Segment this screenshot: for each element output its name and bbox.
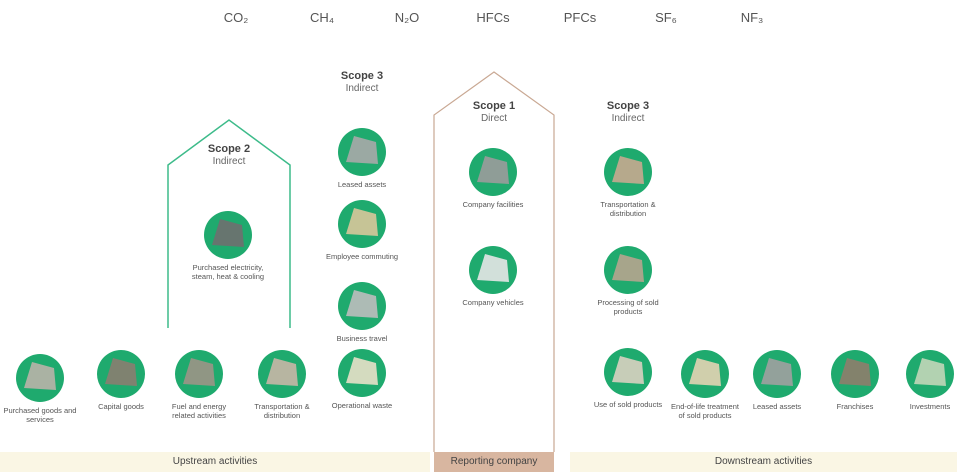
icon-image <box>477 156 509 184</box>
item-label: Leased assets <box>752 402 802 411</box>
scope-subtitle: Indirect <box>212 156 246 167</box>
icon-image <box>914 358 946 386</box>
icon-image <box>183 358 215 386</box>
icon-image <box>346 357 378 385</box>
scope-title: Scope 2 <box>207 143 251 155</box>
icon-image <box>612 356 644 384</box>
gas-label: N₂O <box>394 10 420 25</box>
icon-image <box>346 136 378 164</box>
icon-image <box>612 156 644 184</box>
item-label: Fuel and energy related activities <box>171 402 227 420</box>
item-label: Business travel <box>336 334 388 343</box>
gas-label: CH₄ <box>309 10 335 25</box>
gas-label: SF₆ <box>655 10 677 25</box>
gas-label: PFCs <box>563 10 597 25</box>
section-label: Upstream activities <box>172 456 258 467</box>
item-label: Purchased electricity, steam, heat & coo… <box>191 263 265 281</box>
downstream-bar <box>570 452 957 472</box>
icon-image <box>346 208 378 236</box>
icon-image <box>346 290 378 318</box>
item-label: Employee commuting <box>325 252 399 261</box>
item-label: Investments <box>909 402 951 411</box>
icon-image <box>477 254 509 282</box>
scope-title: Scope 3 <box>606 100 650 112</box>
item-label: Transportation & distribution <box>254 402 310 420</box>
scope-subtitle: Indirect <box>611 113 645 124</box>
scope-title: Scope 3 <box>340 70 384 82</box>
upstream-bar <box>0 452 430 472</box>
scope-heading: Scope 1 Direct <box>444 100 544 124</box>
icon-image <box>839 358 871 386</box>
scope-subtitle: Direct <box>480 113 508 124</box>
icons <box>16 128 954 402</box>
icon-image <box>689 358 721 386</box>
gas-label: NF₃ <box>740 10 764 25</box>
scope-title: Scope 1 <box>472 100 516 112</box>
item-label: Company facilities <box>462 200 524 209</box>
item-label: Operational waste <box>331 401 393 410</box>
gas-label: CO₂ <box>223 10 249 25</box>
gas-label: HFCs <box>476 10 510 25</box>
scope-heading: Scope 2 Indirect <box>179 143 279 167</box>
section-label: Reporting company <box>450 456 538 467</box>
item-label: Use of sold products <box>593 400 663 409</box>
item-label: Purchased goods and services <box>3 406 77 424</box>
item-label: End-of-life treatment of sold products <box>671 402 739 420</box>
icon-image <box>761 358 793 386</box>
item-label: Capital goods <box>98 402 144 411</box>
scope-heading: Scope 3 Indirect <box>312 70 412 94</box>
item-label: Processing of sold products <box>597 298 659 316</box>
scope2-house <box>167 119 291 328</box>
item-label: Company vehicles <box>462 298 524 307</box>
item-label: Transportation & distribution <box>600 200 656 218</box>
scope1-house <box>433 71 555 452</box>
item-label: Franchises <box>836 402 874 411</box>
icon-image <box>212 219 244 247</box>
reporting-bar <box>434 452 554 472</box>
icon-image <box>105 358 137 386</box>
icon-image <box>24 362 56 390</box>
icon-image <box>612 254 644 282</box>
scope-heading: Scope 3 Indirect <box>578 100 678 124</box>
scope-subtitle: Indirect <box>345 83 379 94</box>
item-label: Leased assets <box>337 180 387 189</box>
icon-image <box>266 358 298 386</box>
section-label: Downstream activities <box>714 456 813 467</box>
